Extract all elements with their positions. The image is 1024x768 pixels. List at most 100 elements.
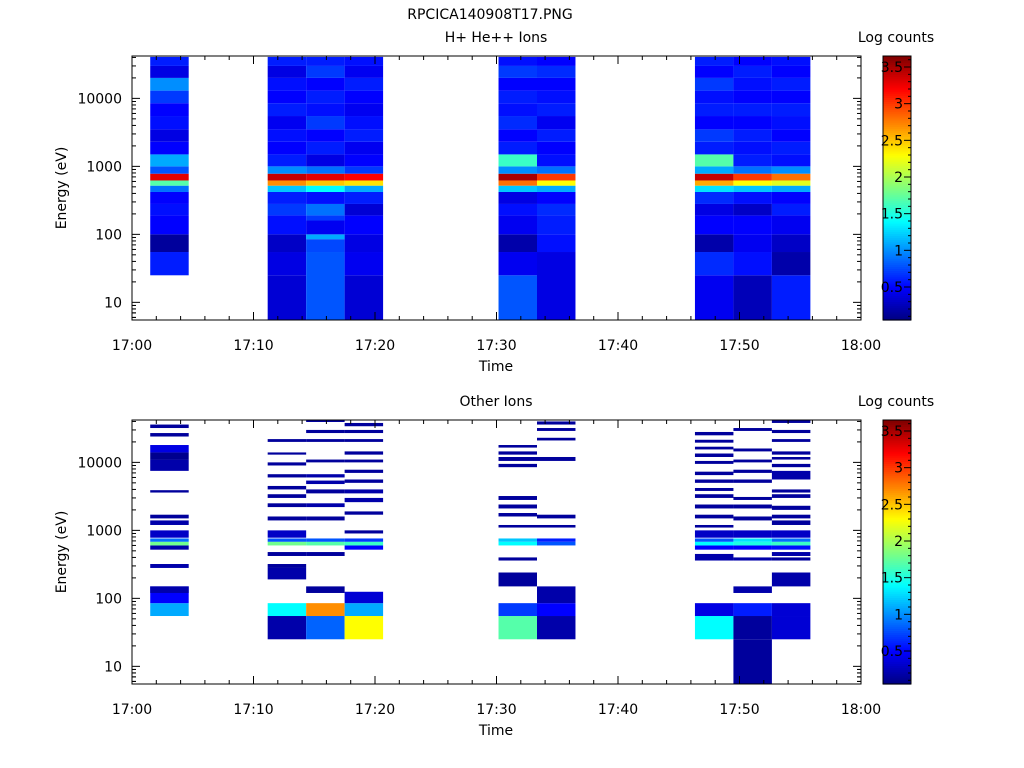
heatmap-cell [537,421,576,425]
heatmap-cell [498,116,537,130]
heatmap-cell [733,215,772,235]
heatmap-cell [267,77,307,91]
heatmap-cell [537,215,576,235]
heatmap-cell [771,494,811,498]
colorbar-swatch [883,251,911,255]
heatmap-cells [150,420,811,684]
colorbar-tick-label: 2 [894,170,903,186]
colorbar-swatch [883,227,911,230]
heatmap-cell [267,541,307,546]
x-tick-label: 17:50 [719,702,759,718]
colorbar-swatch [883,101,911,105]
colorbar-swatch [883,665,911,669]
heatmap-cell [344,591,384,604]
heatmap-cell [771,252,811,276]
heatmap-cell [306,180,345,186]
heatmap-cell [150,445,189,453]
colorbar-swatch [883,578,911,582]
colorbar-swatch [883,545,911,549]
heatmap-cell [344,479,384,483]
heatmap-cell [694,530,734,538]
colorbar-swatch [883,109,911,113]
colorbar-swatch [883,84,911,88]
colorbar-swatch [883,620,911,623]
heatmap-cell [344,103,384,117]
colorbar-swatch [883,426,911,429]
colorbar-swatch [883,287,911,290]
heatmap-cell [344,185,384,192]
colorbar-swatch [883,562,911,565]
heatmap-cell [771,185,811,192]
colorbar-swatch [883,315,911,319]
heatmap-cell [306,129,345,142]
panel-h-he-ions: H+ He++ Ions Log counts Time Energy (eV)… [54,30,934,375]
colorbar-swatch [883,258,911,261]
heatmap-cell [498,463,537,468]
heatmap-cell [498,65,537,78]
heatmap-cell [498,129,537,142]
heatmap-cell [733,496,772,500]
colorbar-swatch [883,223,911,226]
heatmap-cell [306,459,345,463]
colorbar-swatch [883,521,911,524]
heatmap-cell [150,530,189,538]
heatmap-cell [694,65,734,78]
heatmap-cell [306,603,345,617]
heatmap-cell [694,487,734,491]
colorbar-swatch [883,459,911,462]
colorbar-swatch [883,175,911,179]
colorbar-swatch [883,465,911,469]
heatmap-cell [498,252,537,276]
colorbar-swatch [883,541,911,545]
colorbar-swatch [883,535,911,539]
colorbar-swatch [883,609,911,613]
heatmap-cell [771,234,811,253]
colorbar-swatch [883,245,911,249]
heatmap-cell [694,514,734,519]
colorbar-frame [882,55,912,321]
heatmap-cell [344,203,384,216]
heatmap-cell [150,90,189,104]
colorbar-swatch [883,624,911,627]
heatmap-cell [150,116,189,130]
heatmap-cell [498,203,537,216]
colorbar-swatch [883,254,911,257]
colorbar-swatch [883,519,911,522]
heatmap-cell [498,234,537,253]
colorbar-swatch [883,440,911,444]
heatmap-cell [694,173,734,181]
colorbar-swatch [883,155,911,158]
heatmap-cell [267,252,307,276]
heatmap-cell [537,538,576,542]
colorbar-swatch [883,490,911,493]
heatmap-cell [498,90,537,104]
colorbar-swatch [883,179,911,183]
heatmap-cell [733,234,772,253]
heatmap-cell [771,56,811,66]
colorbar-swatch [883,636,911,640]
colorbar-swatch [883,422,911,425]
colorbar-swatch [883,142,911,146]
heatmap-cell [733,541,772,546]
colorbar-swatch [883,681,911,685]
colorbar-swatch [883,671,911,675]
colorbar-swatch [883,525,911,528]
colorbar-swatch [883,200,911,204]
heatmap-cell [771,456,811,460]
heatmap-cell [150,180,189,186]
heatmap-cell [498,154,537,167]
heatmap-cell [771,141,811,155]
colorbar-swatch [883,148,911,152]
heatmap-cell [498,513,537,517]
heatmap-cell [733,166,772,174]
heatmap-cell [267,552,307,556]
heatmap-cell [733,479,772,483]
x-axis-ticks: 17:00 17:10 17:20 17:30 17:40 17:50 18:00 [112,56,881,354]
colorbar-swatch [883,247,911,251]
colorbar-swatch [883,673,911,677]
colorbar-swatch [883,181,911,185]
colorbar-swatch [883,572,911,576]
heatmap-cell [344,497,384,503]
heatmap-cell [344,166,384,174]
colorbar-swatch [883,214,911,218]
